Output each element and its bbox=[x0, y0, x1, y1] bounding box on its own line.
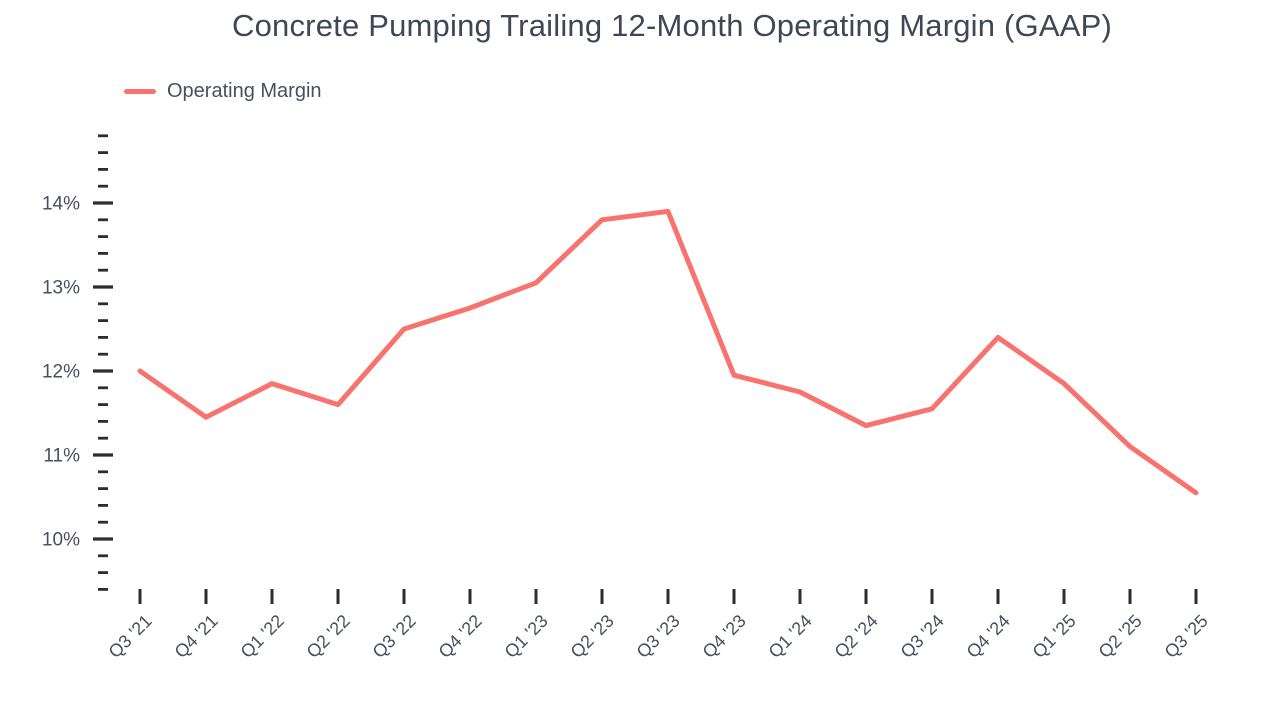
x-axis-label: Q3 '25 bbox=[1161, 611, 1212, 662]
x-axis-label: Q4 '23 bbox=[699, 611, 750, 662]
x-axis-label: Q2 '25 bbox=[1095, 611, 1146, 662]
x-axis-label: Q4 '22 bbox=[435, 611, 486, 662]
legend-label: Operating Margin bbox=[167, 80, 322, 102]
legend-item-operating-margin[interactable]: Operating Margin bbox=[124, 80, 322, 103]
x-axis-label: Q1 '22 bbox=[237, 611, 288, 662]
x-axis-label: Q3 '23 bbox=[633, 611, 684, 662]
x-axis-label: Q1 '23 bbox=[501, 611, 552, 662]
x-axis-label: Q2 '24 bbox=[831, 611, 882, 662]
x-axis-label: Q1 '24 bbox=[765, 611, 816, 662]
y-axis-label: 13% bbox=[42, 278, 80, 299]
x-axis-label: Q4 '24 bbox=[963, 611, 1014, 662]
x-axis-label: Q4 '21 bbox=[171, 611, 222, 662]
series-line-operating-margin bbox=[137, 208, 1199, 496]
x-axis-label: Q3 '24 bbox=[897, 611, 948, 662]
y-axis-label: 14% bbox=[42, 194, 80, 215]
x-axis-label: Q3 '21 bbox=[105, 611, 156, 662]
y-axis-label: 10% bbox=[42, 530, 80, 551]
x-axis-label: Q3 '22 bbox=[369, 611, 420, 662]
y-axis-label: 11% bbox=[43, 446, 80, 467]
legend-line-swatch-icon bbox=[124, 89, 156, 94]
chart-title: Concrete Pumping Trailing 12-Month Opera… bbox=[232, 8, 1112, 43]
x-axis-label: Q1 '25 bbox=[1029, 611, 1080, 662]
y-axis-label: 12% bbox=[42, 362, 80, 383]
x-axis-label: Q2 '23 bbox=[567, 611, 618, 662]
x-axis-label: Q2 '22 bbox=[303, 611, 354, 662]
